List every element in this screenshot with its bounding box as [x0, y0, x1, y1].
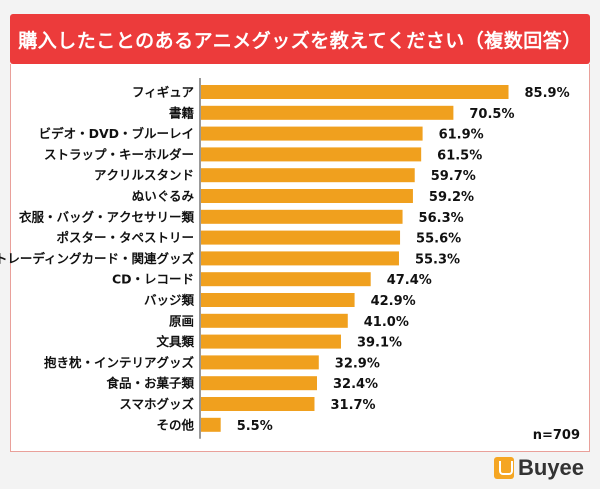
chart-title: 購入したことのあるアニメグッズを教えてください（複数回答） — [10, 14, 590, 64]
bar — [201, 313, 348, 328]
buyee-logo-icon — [494, 457, 514, 479]
category-label: 食品・お菓子類 — [105, 376, 194, 391]
category-label: ポスター・タペストリー — [56, 230, 194, 245]
value-label: 32.4% — [333, 377, 378, 392]
buyee-logo-text: Buyee — [518, 455, 585, 480]
category-label: ビデオ・DVD・ブルーレイ — [39, 126, 194, 141]
value-label: 56.3% — [419, 211, 464, 226]
sample-size-label: n=709 — [532, 428, 580, 443]
category-label: CD・レコード — [112, 272, 194, 287]
category-label: トレーディングカード・関連グッズ — [0, 251, 194, 266]
value-label: 61.9% — [439, 128, 484, 143]
category-label: 書籍 — [169, 105, 195, 120]
category-label: 衣服・バッグ・アクセサリー類 — [19, 209, 195, 224]
bar — [201, 105, 454, 120]
category-label: アクリルスタンド — [94, 168, 194, 183]
bar — [201, 230, 401, 245]
bar — [201, 147, 422, 162]
category-label: ぬいぐるみ — [132, 189, 195, 204]
bar — [201, 376, 317, 391]
bar — [201, 209, 403, 224]
category-label: ストラップ・キーホルダー — [44, 147, 194, 162]
value-label: 61.5% — [437, 148, 482, 163]
value-label: 31.7% — [330, 398, 375, 413]
value-label: 42.9% — [371, 294, 416, 309]
bar — [201, 272, 371, 287]
bar — [201, 417, 221, 432]
value-label: 47.4% — [387, 273, 432, 288]
category-label: その他 — [156, 417, 194, 432]
bar — [201, 126, 423, 141]
value-label: 41.0% — [364, 315, 409, 330]
category-label: 原画 — [169, 313, 194, 328]
value-label: 85.9% — [525, 86, 570, 101]
bar — [201, 355, 319, 370]
value-label: 55.6% — [416, 232, 461, 247]
value-label: 39.1% — [357, 336, 402, 351]
buyee-logo: Buyee — [494, 454, 584, 482]
value-label: 59.2% — [429, 190, 474, 205]
value-label: 59.7% — [431, 169, 476, 184]
bar — [201, 168, 415, 183]
category-label: スマホグッズ — [119, 397, 194, 412]
value-label: 70.5% — [469, 107, 514, 122]
value-label: 5.5% — [237, 419, 273, 434]
category-label: 文具類 — [156, 334, 194, 349]
bar — [201, 85, 509, 99]
bar — [201, 334, 341, 349]
category-label: フィギュア — [132, 85, 194, 100]
value-label: 32.9% — [335, 356, 380, 371]
bar — [201, 189, 413, 203]
bar — [201, 293, 355, 307]
bar — [201, 251, 399, 266]
category-label: 抱き枕・インテリアグッズ — [44, 355, 195, 370]
bar — [201, 397, 315, 411]
category-label: バッジ類 — [144, 293, 195, 308]
value-label: 55.3% — [415, 252, 460, 267]
